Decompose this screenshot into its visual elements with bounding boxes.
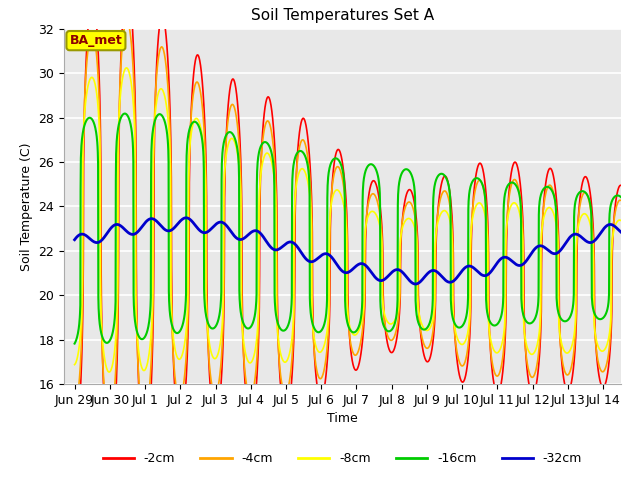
X-axis label: Time: Time	[327, 412, 358, 425]
Y-axis label: Soil Temperature (C): Soil Temperature (C)	[20, 142, 33, 271]
Legend: -2cm, -4cm, -8cm, -16cm, -32cm: -2cm, -4cm, -8cm, -16cm, -32cm	[97, 447, 588, 470]
Text: BA_met: BA_met	[70, 34, 122, 47]
Title: Soil Temperatures Set A: Soil Temperatures Set A	[251, 9, 434, 24]
